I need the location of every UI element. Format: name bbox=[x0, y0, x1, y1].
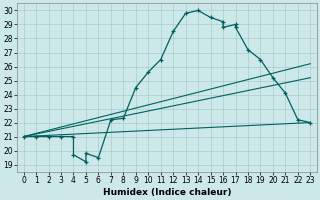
X-axis label: Humidex (Indice chaleur): Humidex (Indice chaleur) bbox=[103, 188, 231, 197]
